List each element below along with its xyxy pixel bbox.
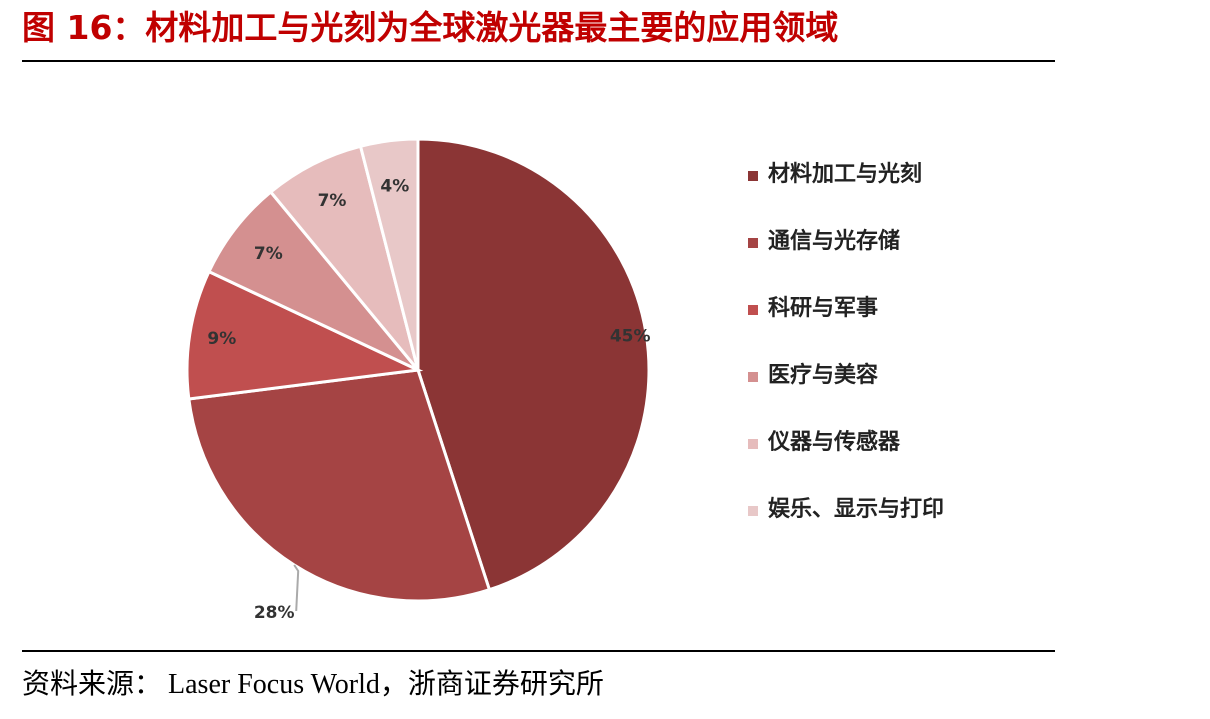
pie-data-label: 9% (207, 329, 236, 349)
source-rule (22, 650, 1055, 652)
pie-data-label: 7% (318, 191, 347, 211)
pie-data-label: 4% (380, 177, 409, 197)
legend-item: 娱乐、显示与打印 (748, 495, 956, 525)
pie-slice (416, 137, 651, 592)
source-label: 资料来源： (22, 667, 163, 700)
legend-swatch (748, 506, 758, 516)
legend-swatch (748, 305, 758, 315)
legend-label: 通信与光存储 (768, 229, 901, 254)
legend-item: 医疗与美容 (748, 361, 956, 391)
leader-line (293, 564, 300, 612)
source-text: Laser Focus World，浙商证券研究所 (168, 669, 604, 700)
pie-data-label: 28% (254, 603, 295, 623)
source-note: 资料来源： Laser Focus World，浙商证券研究所 (22, 664, 604, 705)
pie-slices (185, 137, 651, 603)
pie-slice (185, 269, 424, 401)
legend-item: 材料加工与光刻 (748, 160, 956, 190)
legend-swatch (748, 171, 758, 181)
legend-label: 仪器与传感器 (768, 430, 901, 455)
pie-data-label: 7% (254, 244, 283, 264)
legend-label: 科研与军事 (768, 296, 879, 321)
legend-item: 科研与军事 (748, 294, 956, 324)
legend-item: 通信与光存储 (748, 227, 956, 257)
pie-slice (206, 189, 420, 372)
pie-slice (358, 137, 420, 371)
legend-swatch (748, 439, 758, 449)
legend-label: 医疗与美容 (768, 363, 879, 388)
legend-label: 娱乐、显示与打印 (768, 497, 945, 522)
title-rule (22, 60, 1055, 62)
legend-item: 仪器与传感器 (748, 428, 956, 458)
pie-slice (268, 144, 420, 371)
legend-swatch (748, 238, 758, 248)
figure-title: 图 16：材料加工与光刻为全球激光器最主要的应用领域 (22, 8, 839, 47)
pie-data-label: 45% (610, 326, 651, 346)
pie-data-labels: 45% 28% 9% 7% 7% 4% (207, 177, 650, 623)
legend-swatch (748, 372, 758, 382)
legend-label: 材料加工与光刻 (768, 162, 923, 187)
